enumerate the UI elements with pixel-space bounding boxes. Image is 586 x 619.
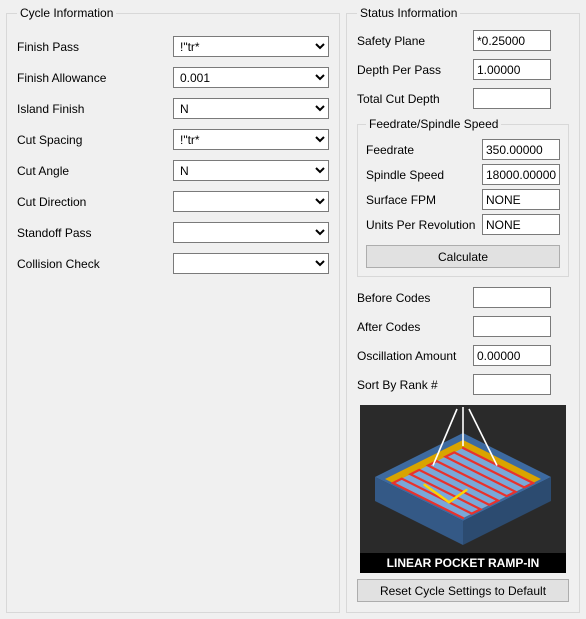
cut-angle-combo[interactable]: N [173, 160, 329, 181]
island-finish-label: Island Finish [17, 102, 167, 116]
cycle-info-legend: Cycle Information [17, 6, 116, 20]
feedrate-legend: Feedrate/Spindle Speed [366, 117, 501, 131]
safety-plane-input[interactable] [473, 30, 551, 51]
finish-allowance-label: Finish Allowance [17, 71, 167, 85]
feedrate-label: Feedrate [366, 143, 476, 157]
standoff-pass-combo[interactable] [173, 222, 329, 243]
standoff-pass-label: Standoff Pass [17, 226, 167, 240]
units-per-rev-label: Units Per Revolution [366, 218, 476, 232]
sort-by-rank-input[interactable] [473, 374, 551, 395]
linear-pocket-diagram-icon: LINEAR POCKET RAMP-IN [360, 405, 566, 573]
oscillation-amount-label: Oscillation Amount [357, 349, 467, 363]
cut-angle-label: Cut Angle [17, 164, 167, 178]
cut-spacing-label: Cut Spacing [17, 133, 167, 147]
svg-text:LINEAR POCKET RAMP-IN: LINEAR POCKET RAMP-IN [387, 556, 540, 570]
status-info-legend: Status Information [357, 6, 460, 20]
safety-plane-label: Safety Plane [357, 34, 467, 48]
feedrate-group: Feedrate/Spindle Speed Feedrate Spindle … [357, 117, 569, 277]
spindle-speed-input[interactable] [482, 164, 560, 185]
total-cut-depth-label: Total Cut Depth [357, 92, 467, 106]
island-finish-combo[interactable]: N [173, 98, 329, 119]
diagram-image: LINEAR POCKET RAMP-IN [360, 405, 566, 573]
before-codes-input[interactable] [473, 287, 551, 308]
surface-fpm-label: Surface FPM [366, 193, 476, 207]
depth-per-pass-label: Depth Per Pass [357, 63, 467, 77]
before-codes-label: Before Codes [357, 291, 467, 305]
surface-fpm-input[interactable] [482, 189, 560, 210]
sort-by-rank-label: Sort By Rank # [357, 378, 467, 392]
oscillation-amount-input[interactable] [473, 345, 551, 366]
status-info-group: Status Information Safety Plane Depth Pe… [346, 6, 580, 613]
units-per-rev-input[interactable] [482, 214, 560, 235]
finish-pass-label: Finish Pass [17, 40, 167, 54]
calculate-button[interactable]: Calculate [366, 245, 560, 268]
cycle-info-group: Cycle Information Finish Pass !"tr* Fini… [6, 6, 340, 613]
cut-spacing-combo[interactable]: !"tr* [173, 129, 329, 150]
after-codes-input[interactable] [473, 316, 551, 337]
spindle-speed-label: Spindle Speed [366, 168, 476, 182]
collision-check-label: Collision Check [17, 257, 167, 271]
depth-per-pass-input[interactable] [473, 59, 551, 80]
cut-direction-label: Cut Direction [17, 195, 167, 209]
total-cut-depth-input[interactable] [473, 88, 551, 109]
reset-cycle-button[interactable]: Reset Cycle Settings to Default [357, 579, 569, 602]
after-codes-label: After Codes [357, 320, 467, 334]
collision-check-combo[interactable] [173, 253, 329, 274]
feedrate-input[interactable] [482, 139, 560, 160]
finish-allowance-combo[interactable]: 0.001 [173, 67, 329, 88]
finish-pass-combo[interactable]: !"tr* [173, 36, 329, 57]
cut-direction-combo[interactable] [173, 191, 329, 212]
